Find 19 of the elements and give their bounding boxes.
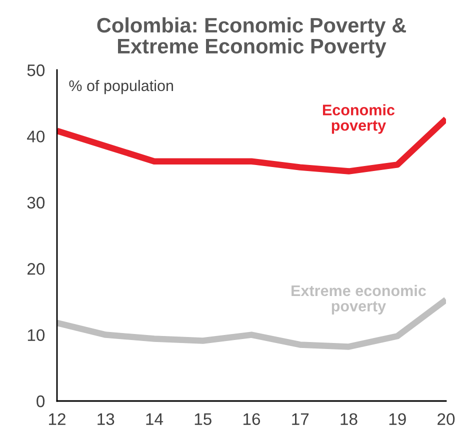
x-tick-label: 14 [146,413,164,425]
series-label: Extreme economic poverty [292,284,426,315]
x-tick-label: 20 [438,413,455,426]
y-tick-label: 30 [27,196,45,209]
x-tick-label: 17 [292,413,309,425]
y-tick-label: 20 [27,263,45,275]
y-tick-label: 0 [36,395,45,408]
y-tick-label: 50 [27,64,45,76]
x-tick-label: 16 [244,413,260,426]
x-tick-label: 18 [340,413,358,426]
series-label: Economic poverty [322,104,395,134]
chart-title: Colombia: Economic Poverty & Extreme Economic Poverty [97,17,406,58]
x-tick-label: 12 [49,413,66,425]
y-tick-label: 40 [27,130,45,142]
y-tick-label: 10 [28,329,45,342]
x-tick-label: 13 [98,413,114,426]
annotation: % of population [69,80,174,94]
x-tick-label: 19 [389,413,406,426]
x-tick-label: 15 [194,413,212,426]
